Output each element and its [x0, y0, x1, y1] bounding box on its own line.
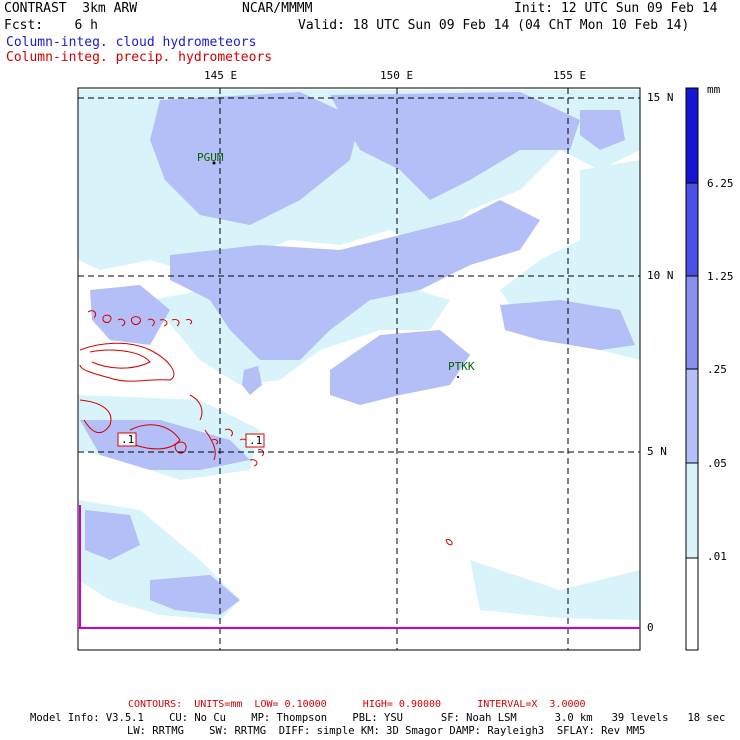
colorbar-level-01: .01: [707, 550, 727, 563]
station-label-ptkk: PTKK: [448, 360, 475, 373]
valid-time: Valid: 18 UTC Sun 09 Feb 14 (04 ChT Mon …: [298, 18, 690, 33]
contour-label-2: .1: [249, 434, 263, 447]
lon-label-150: 150 E: [380, 69, 414, 82]
cloud-medium-north-band: [330, 92, 580, 200]
contour-label-box-1: [117, 432, 137, 447]
forecast-hour: Fcst: 6 h: [4, 18, 98, 33]
cloud-medium-ne-ring: [580, 110, 625, 150]
cloud-medium-guam-isle: [242, 366, 262, 395]
station-label-pgum: PGUM: [197, 151, 224, 164]
footer-model-info: Model Info: V3.5.1 CU: No Cu MP: Thompso…: [30, 712, 726, 724]
colorbar-level-1-25: 1.25: [707, 270, 734, 283]
cloud-medium-central-band: [170, 200, 540, 360]
station-marker-ptkk: [457, 376, 459, 378]
colorbar-level-05: .05: [707, 457, 727, 470]
lat-label-0: 0: [647, 621, 654, 634]
contour-label-boxes: [117, 432, 265, 448]
contour-east: [445, 539, 453, 546]
gridlines: [78, 88, 640, 650]
lon-label-155: 155 E: [553, 69, 587, 82]
cloud-medium-regions: [80, 92, 635, 615]
colorbar-level-25: .25: [707, 363, 727, 376]
init-time: Init: 12 UTC Sun 09 Feb 14: [514, 1, 718, 16]
contour-north-chain: [87, 310, 193, 327]
cloud-medium-southwest: [85, 510, 140, 560]
cloud-medium-guam-patch: [150, 92, 360, 225]
field-precip-label: Column-integ. precip. hydrometeors: [6, 50, 273, 65]
cloud-light-southeast: [470, 560, 640, 620]
cloud-medium-west-island: [90, 285, 170, 345]
colorbar-unit: mm: [707, 83, 721, 96]
contour-label-1: .1: [121, 433, 135, 446]
field-cloud-label: Column-integ. cloud hydrometeors: [6, 35, 257, 50]
lon-label-145: 145 E: [204, 69, 238, 82]
footer-contours: CONTOURS: UNITS=mm LOW= 0.10000 HIGH= 0.…: [128, 699, 586, 710]
colorbar-level-6-25: 6.25: [707, 177, 734, 190]
footer-physics-info: LW: RRTMG SW: RRTMG DIFF: simple KM: 3D …: [127, 725, 646, 737]
contour-southwest: [79, 394, 216, 461]
plot-frame: [77, 87, 641, 651]
cloud-medium-east: [500, 300, 635, 350]
cloud-medium-mid: [330, 330, 470, 405]
lat-label-5n: 5 N: [647, 445, 667, 458]
lat-label-10n: 10 N: [647, 269, 674, 282]
contour-big-west: [79, 342, 175, 382]
org-label: NCAR/MMMM: [242, 1, 313, 16]
cloud-medium-south: [150, 575, 240, 615]
lat-label-15n: 15 N: [647, 91, 674, 104]
station-marker-pgum: [212, 161, 216, 165]
model-title: CONTRAST 3km ARW: [4, 1, 138, 16]
contour-label-box-2: [245, 433, 265, 448]
precip-contours: [79, 310, 453, 546]
